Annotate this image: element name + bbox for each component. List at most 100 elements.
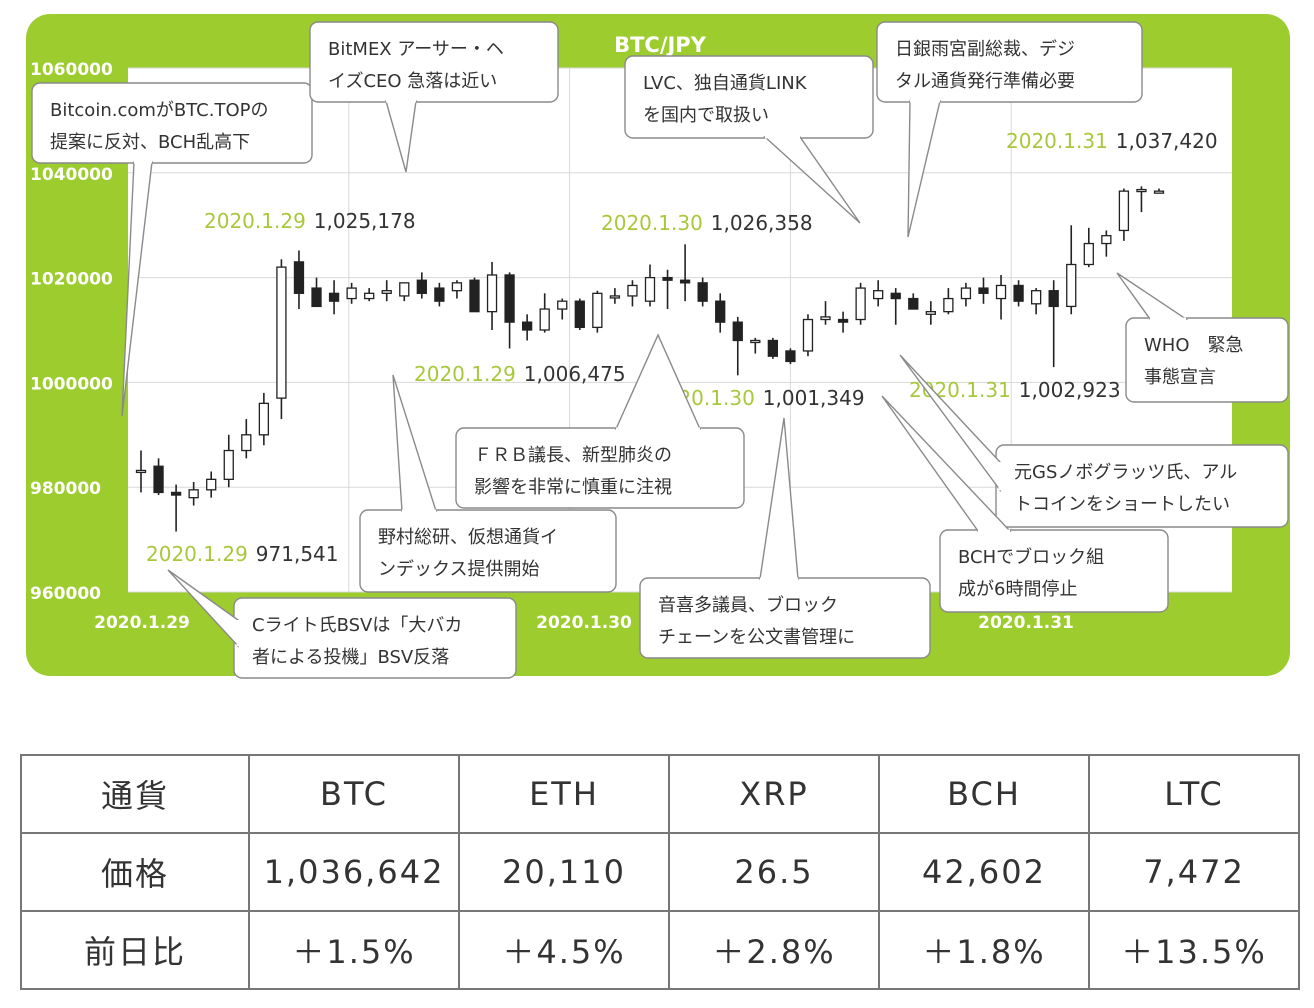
callout-text: 元GSノボグラッツ氏、アル <box>1014 462 1237 483</box>
point-label-value: 1,025,178 <box>314 209 416 233</box>
callout-text: BCHでブロック組 <box>958 546 1104 568</box>
candle <box>750 337 761 354</box>
point-label: 2020.1.31 1,037,420 <box>1006 129 1218 153</box>
point-label-value: 1,002,923 <box>1019 378 1121 402</box>
callout-text: トコインをショートしたい <box>1014 494 1230 515</box>
candle-body <box>943 297 954 313</box>
callout-text: ンデックス提供開始 <box>378 559 539 580</box>
candle <box>785 348 796 365</box>
candle <box>995 274 1007 320</box>
table-cell: LTC <box>1088 754 1300 834</box>
chart-title: BTC/JPY <box>614 33 707 57</box>
candle <box>662 269 673 310</box>
candle <box>188 481 199 506</box>
table-head-cell: 価格 <box>20 832 250 912</box>
candle-body <box>416 279 427 294</box>
candle <box>943 288 954 315</box>
candle <box>469 277 480 313</box>
candle <box>1101 230 1112 257</box>
candle-body <box>732 321 743 342</box>
candle-body <box>1030 290 1042 305</box>
candle-body <box>767 339 779 357</box>
candle <box>293 250 305 310</box>
point-label-value: 1,026,358 <box>711 211 813 235</box>
y-tick-label: 1040000 <box>30 165 113 185</box>
candle <box>346 282 357 304</box>
callout-text: BitMEX アーサー・ヘ <box>328 39 504 60</box>
table-cell: 26.5 <box>668 832 880 912</box>
candle <box>521 314 533 341</box>
candle-body <box>679 279 691 284</box>
candle-body <box>1083 242 1094 266</box>
candle-body <box>170 491 182 496</box>
candle-body <box>521 321 533 331</box>
candle-body <box>873 290 884 300</box>
table-cell: 42,602 <box>878 832 1090 912</box>
table-row: 通貨 BTC ETH XRP BCH LTC <box>20 754 1300 834</box>
candle-body <box>592 292 603 329</box>
callout-text: ＦＲＢ議長、新型肺炎の <box>474 445 672 466</box>
callout-text: 音喜多議員、ブロック <box>658 594 838 616</box>
candle <box>241 419 252 459</box>
candle <box>715 293 726 333</box>
callout-text: 影響を非常に慎重に注視 <box>474 477 672 498</box>
candle <box>627 280 638 307</box>
candle-body <box>399 282 410 297</box>
candle <box>258 392 270 446</box>
candle-body <box>539 308 550 331</box>
candle <box>820 301 831 325</box>
table-row: 価格 1,036,642 20,110 26.5 42,602 7,472 <box>20 832 1300 912</box>
callout-text: Bitcoin.comがBTC.TOPの <box>50 100 269 121</box>
candle <box>416 272 427 299</box>
callout-text: タル通貨発行準備必要 <box>895 71 1075 92</box>
candle <box>364 288 375 302</box>
candle <box>732 316 743 376</box>
chart-svg: BTC/JPY 960000 980000 1000000 1020000 1040000… <box>26 14 1290 679</box>
callout-text: 提案に反対、BCH乱高下 <box>50 132 250 153</box>
candle <box>855 282 866 325</box>
candle-body <box>258 402 270 436</box>
candle-body <box>820 316 831 321</box>
candle <box>311 277 322 308</box>
candle-body <box>311 287 322 308</box>
callout-bubble <box>939 529 1169 613</box>
candle-body <box>557 300 568 310</box>
y-tick-label: 1020000 <box>30 270 113 290</box>
callout-text: 事態宣言 <box>1144 367 1216 388</box>
candle-body <box>223 449 234 480</box>
callout-bubble <box>624 55 874 139</box>
callout-bubble <box>1125 317 1289 403</box>
x-tick-label: 2020.1.31 <box>978 613 1074 633</box>
candle <box>908 293 919 310</box>
callout-text: チェーンを公文書管理に <box>658 627 855 648</box>
candle-body <box>574 300 585 329</box>
candle-body <box>802 318 814 352</box>
point-label-date: 2020.1.31 <box>1006 129 1108 153</box>
callout-text: 日銀雨宮副総裁、デジ <box>895 39 1075 60</box>
candle-body <box>609 295 621 299</box>
point-label-value: 971,541 <box>256 542 339 566</box>
point-label: 2020.1.29 1,006,475 <box>414 362 626 386</box>
candle <box>399 282 410 302</box>
candle <box>697 277 708 307</box>
candle-body <box>241 434 252 452</box>
candle-body <box>364 292 375 300</box>
callout-text: イズCEO 急落は近い <box>328 71 497 92</box>
btc-jpy-chart: BTC/JPY 960000 980000 1000000 1020000 1040000… <box>26 14 1290 679</box>
candle <box>153 458 164 496</box>
point-label: 2020.1.31 1,002,923 <box>909 378 1121 402</box>
candle <box>574 298 585 330</box>
candle-body <box>715 300 726 323</box>
candle <box>873 280 884 307</box>
callout-bubble <box>359 509 617 593</box>
table-cell: ＋1.5% <box>248 910 460 990</box>
table-head-cell: 通貨 <box>20 754 250 834</box>
price-table: 通貨 BTC ETH XRP BCH LTC 価格 1,036,642 20,1… <box>20 754 1300 990</box>
candle <box>1153 188 1165 194</box>
candle <box>1030 288 1042 315</box>
